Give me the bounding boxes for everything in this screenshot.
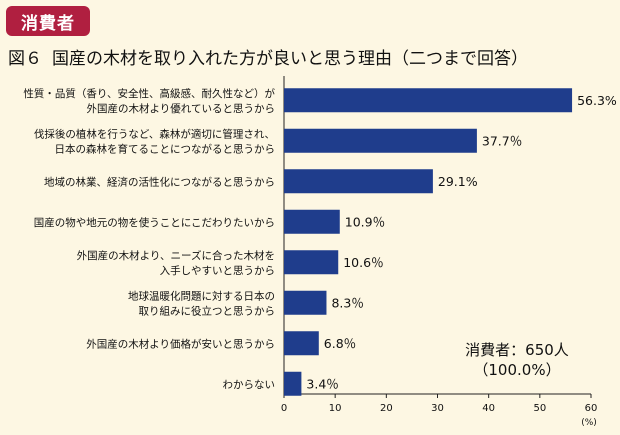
bar — [284, 331, 319, 356]
bar-value-label: 10.9％ — [345, 214, 385, 229]
bar-value-label: 37.7％ — [482, 133, 522, 148]
category-label: 入手しやすいと思うから — [160, 264, 275, 277]
x-tick-label: 20 — [380, 403, 393, 414]
x-tick-label: 30 — [431, 403, 444, 414]
category-label: 伐採後の植林を行うなど、森林が適切に管理され、 — [34, 127, 275, 140]
bar — [284, 250, 339, 275]
sample-size: 消費者：650人 — [465, 341, 569, 359]
bar-value-label: 6.8％ — [324, 336, 356, 351]
category-label: 性質・品質（香り、安全性、高級感、耐久性など）が — [23, 87, 275, 100]
x-tick-label: 10 — [329, 403, 342, 414]
category-label: 国産の物や地元の物を使うことにこだわりたいから — [34, 216, 275, 229]
bar — [284, 371, 302, 396]
bar — [284, 169, 433, 194]
x-tick-label: 60 — [585, 403, 598, 414]
bar-value-label: 10.6％ — [343, 255, 383, 270]
x-tick-label: 40 — [482, 403, 495, 414]
x-unit-label: (%) — [581, 418, 597, 428]
category-label: 外国産の木材より、ニーズに合った木材を — [77, 249, 275, 262]
x-tick-label: 50 — [533, 403, 546, 414]
bar-value-label: 29.1% — [438, 174, 478, 189]
category-label: 外国産の木材より優れていると思うから — [87, 102, 275, 115]
x-tick-label: 0 — [281, 403, 287, 414]
bar — [284, 88, 573, 113]
respondent-badge: 消費者 — [6, 6, 90, 36]
category-label: 取り組みに役立つと思うから — [139, 304, 276, 317]
bar-value-label: 3.4％ — [306, 376, 338, 391]
bar — [284, 128, 477, 153]
bar — [284, 209, 340, 234]
bar — [284, 290, 327, 315]
category-label: わからない — [223, 379, 276, 391]
category-label: 地域の林業、経済の活性化につながると思うから — [44, 175, 275, 188]
category-label: 外国産の木材より価格が安いと思うから — [86, 337, 275, 350]
sample-note: 消費者：650人 （100.0%） — [452, 340, 582, 380]
category-label: 地球温暖化問題に対する日本の — [128, 289, 275, 302]
chart-title: 図６ 国産の木材を取り入れた方が良いと思う理由（二つまで回答） — [8, 44, 528, 69]
figure-title: 国産の木材を取り入れた方が良いと思う理由（二つまで回答） — [52, 49, 528, 69]
figure-number: 図６ — [8, 49, 42, 69]
bar-value-label: 8.3％ — [331, 295, 363, 310]
bar-value-label: 56.3% — [577, 93, 617, 108]
sample-percent: （100.0%） — [473, 361, 561, 379]
category-label: 日本の森林を育てることにつながると思うから — [55, 142, 276, 155]
